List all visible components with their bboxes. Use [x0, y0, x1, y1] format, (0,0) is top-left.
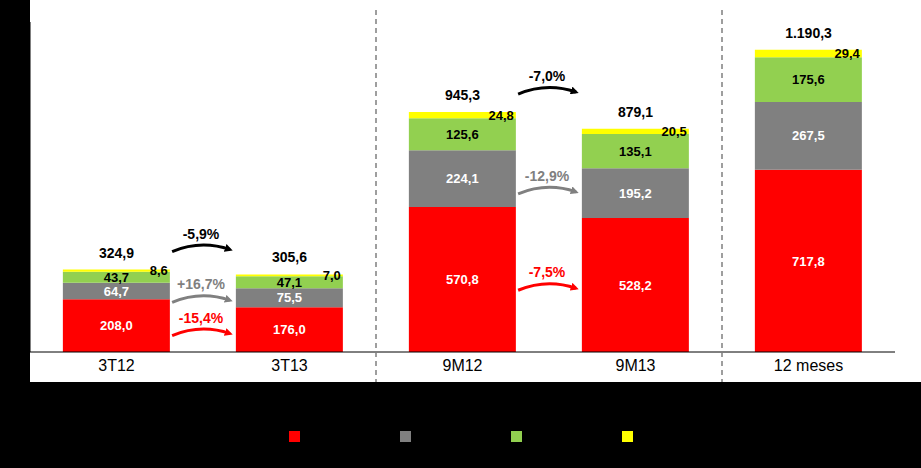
svg-text:208,0: 208,0 [100, 318, 133, 333]
svg-text:1.190,3: 1.190,3 [785, 25, 832, 41]
svg-text:-12,9%: -12,9% [525, 168, 570, 184]
svg-text:43,7: 43,7 [104, 270, 129, 285]
svg-text:-15,4%: -15,4% [179, 310, 224, 326]
svg-text:12 meses: 12 meses [774, 357, 843, 374]
svg-text:-7,0%: -7,0% [529, 68, 566, 84]
svg-text:135,1: 135,1 [619, 144, 652, 159]
svg-text:324,9: 324,9 [99, 245, 134, 261]
svg-text:20,5: 20,5 [662, 124, 687, 139]
svg-text:125,6: 125,6 [446, 127, 479, 142]
svg-text:3T13: 3T13 [271, 357, 308, 374]
svg-text:64,7: 64,7 [104, 284, 129, 299]
svg-text:224,1: 224,1 [446, 171, 479, 186]
svg-text:9M13: 9M13 [615, 357, 655, 374]
svg-text:24,8: 24,8 [489, 108, 514, 123]
svg-text:176,0: 176,0 [273, 322, 306, 337]
svg-text:879,1: 879,1 [618, 104, 653, 120]
svg-text:175,6: 175,6 [792, 72, 825, 87]
svg-text:-7,5%: -7,5% [529, 264, 566, 280]
svg-text:75,5: 75,5 [277, 290, 302, 305]
svg-text:195,2: 195,2 [619, 186, 652, 201]
svg-text:7,0: 7,0 [323, 268, 341, 283]
svg-text:3T12: 3T12 [98, 357, 135, 374]
svg-text:9M12: 9M12 [442, 357, 482, 374]
svg-text:305,6: 305,6 [272, 249, 307, 265]
svg-text:8,6: 8,6 [150, 263, 168, 278]
svg-text:47,1: 47,1 [277, 275, 302, 290]
svg-text:717,8: 717,8 [792, 254, 825, 269]
svg-text:29,4: 29,4 [835, 46, 861, 61]
svg-text:-5,9%: -5,9% [183, 226, 220, 242]
svg-text:+16,7%: +16,7% [177, 276, 225, 292]
svg-text:945,3: 945,3 [445, 87, 480, 103]
svg-text:528,2: 528,2 [619, 278, 652, 293]
svg-text:570,8: 570,8 [446, 272, 479, 287]
svg-text:267,5: 267,5 [792, 128, 825, 143]
